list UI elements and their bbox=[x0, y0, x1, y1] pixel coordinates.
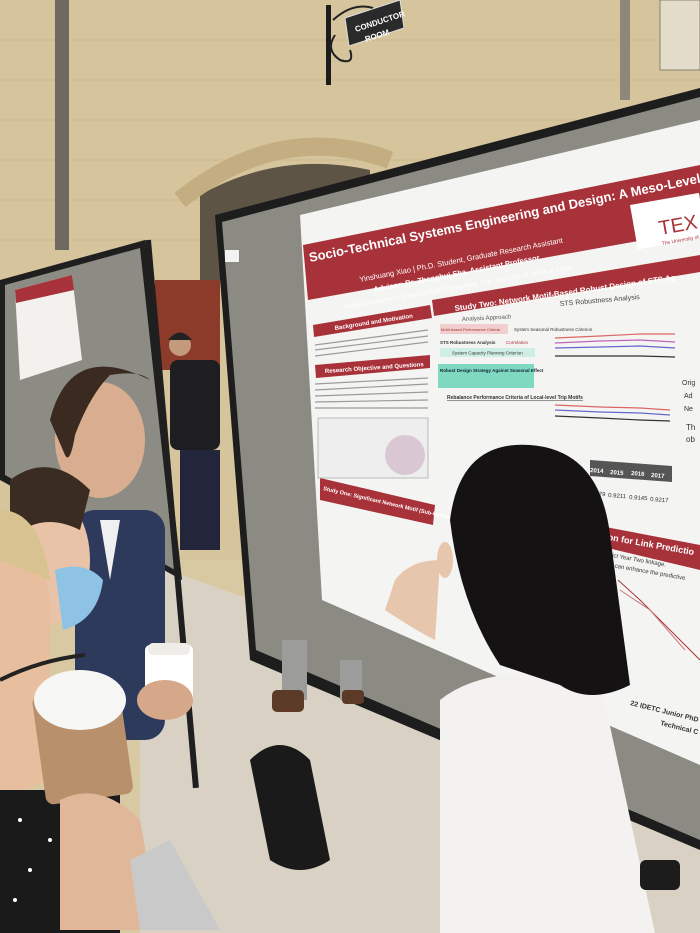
shoe bbox=[640, 860, 680, 890]
capacity-box bbox=[440, 348, 535, 357]
flow-correlation: Correlation bbox=[506, 340, 529, 345]
pipe-right bbox=[620, 0, 630, 100]
value-2016: 0.9145 bbox=[629, 495, 648, 502]
analysis-approach: Analysis Approach bbox=[462, 314, 512, 323]
value-2015: 0.9211 bbox=[608, 493, 627, 500]
robustness-chart bbox=[554, 333, 676, 358]
poster-title-band bbox=[303, 165, 700, 300]
side-text-3: Th bbox=[686, 423, 695, 432]
side-text-2: Ne bbox=[684, 406, 693, 413]
arch-trim bbox=[174, 137, 394, 208]
auc-chart bbox=[617, 579, 700, 661]
side-text-4: ob bbox=[686, 435, 695, 444]
brick-column bbox=[155, 280, 220, 370]
side-text-1: Ad bbox=[684, 393, 693, 400]
body-text-lines bbox=[314, 329, 429, 409]
flow-seasonal: System Seasonal Robustness Criterion bbox=[514, 327, 593, 332]
window bbox=[659, 0, 700, 71]
value-2017: 0.9217 bbox=[650, 497, 669, 504]
motif-box bbox=[440, 324, 508, 334]
flow-capacity: System Capacity Planning Criterion bbox=[452, 351, 523, 356]
shoe bbox=[342, 690, 364, 704]
rebalance-title: Rebalance Performance Criteria of Local-… bbox=[447, 395, 583, 401]
network-cluster bbox=[385, 435, 425, 475]
drain-pipe bbox=[55, 0, 69, 250]
side-text-0: Orig bbox=[682, 380, 695, 387]
year-2015: 2015 bbox=[610, 470, 624, 477]
robust-design-box bbox=[438, 364, 534, 388]
year-2016: 2016 bbox=[631, 471, 645, 478]
year-2014: 2014 bbox=[590, 468, 604, 475]
black-bag bbox=[250, 745, 330, 870]
glasses bbox=[0, 653, 86, 682]
presenter-woman bbox=[385, 444, 655, 933]
flow-sts: STS Robustness Analysis bbox=[440, 340, 496, 345]
background-person bbox=[168, 332, 220, 550]
busy-difference-chart bbox=[554, 404, 671, 422]
robust-design-title: Robust Design Strategy Against Seasonal … bbox=[440, 368, 544, 373]
year-2017: 2017 bbox=[651, 473, 665, 480]
ut-logo bbox=[630, 192, 700, 250]
foreground-person bbox=[0, 510, 220, 933]
face-mask bbox=[55, 566, 103, 630]
shoe bbox=[272, 690, 304, 712]
flow-motif: Motif-based Performance Criteria bbox=[441, 327, 501, 332]
